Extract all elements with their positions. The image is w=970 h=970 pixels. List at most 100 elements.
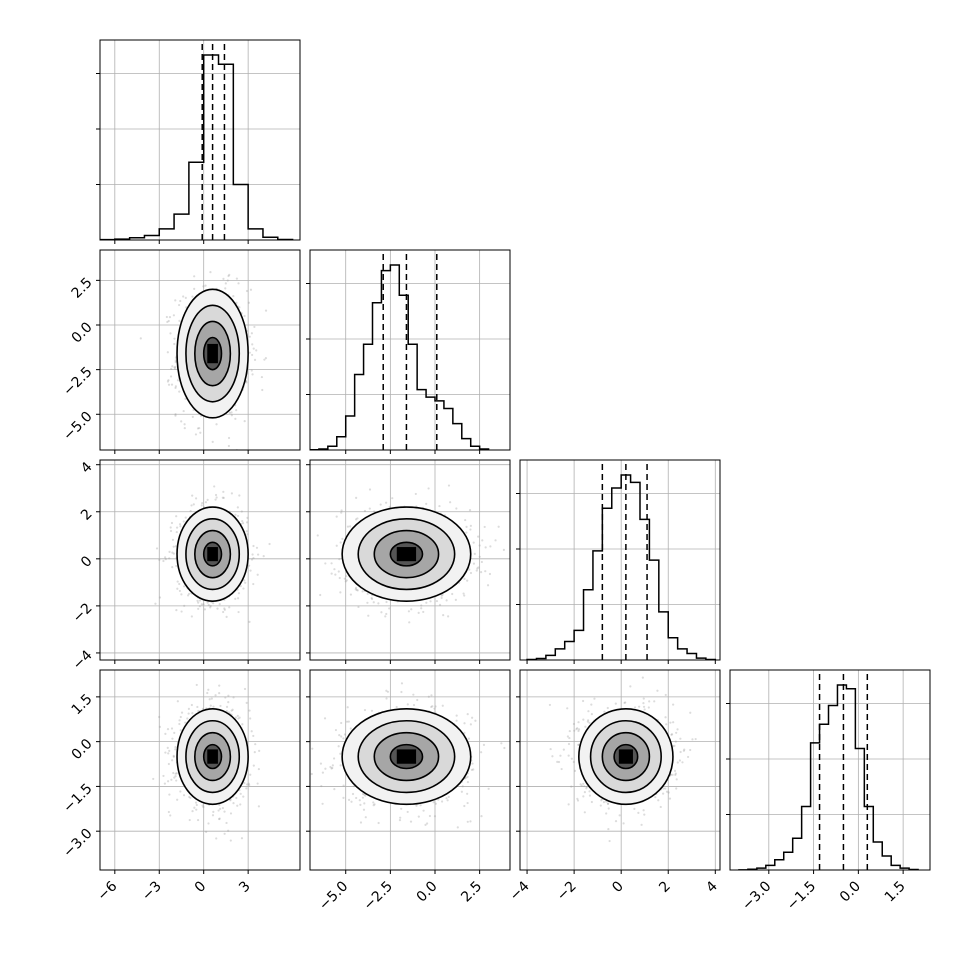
scatter-point <box>346 706 349 709</box>
scatter-point <box>359 803 362 807</box>
scatter-point <box>372 601 375 604</box>
contour-0 <box>176 288 249 419</box>
scatter-point <box>350 800 353 803</box>
scatter-point <box>217 809 220 812</box>
scatter-point <box>386 690 390 693</box>
scatter-point <box>417 815 420 818</box>
scatter-point <box>469 528 472 531</box>
contour-0 <box>176 708 249 806</box>
scatter-point <box>191 810 194 813</box>
scatter-point <box>264 309 268 312</box>
scatter-point <box>245 521 249 524</box>
y-tick-label: −4 <box>70 647 96 673</box>
scatter-point <box>227 444 230 448</box>
scatter-point <box>174 365 177 368</box>
x-tick-label: 0 <box>192 878 210 896</box>
y-tick-label: −2 <box>70 600 96 626</box>
scatter-point <box>342 796 345 799</box>
scatter-point <box>167 379 170 382</box>
scatter-point <box>224 282 227 285</box>
y-tick-label: 2.5 <box>69 275 96 302</box>
scatter-point <box>240 837 244 840</box>
scatter-point <box>195 808 198 811</box>
scatter-point <box>197 607 200 610</box>
scatter-point <box>463 731 466 734</box>
scatter-point <box>200 504 203 507</box>
scatter-point <box>243 687 247 691</box>
scatter-point <box>215 496 218 499</box>
scatter-point <box>319 762 323 765</box>
scatter-point <box>668 797 672 800</box>
contour-1 <box>185 304 241 403</box>
x-tick-label: 2.5 <box>458 878 485 905</box>
scatter-point <box>372 801 375 804</box>
scatter-point <box>234 513 237 516</box>
scatter-point <box>461 785 464 788</box>
scatter-point <box>234 597 237 600</box>
scatter-point <box>212 602 215 605</box>
scatter-point <box>227 436 231 440</box>
scatter-point <box>347 720 350 723</box>
scatter-point <box>480 560 483 564</box>
scatter-point <box>207 822 210 825</box>
scatter-point <box>198 605 201 608</box>
scatter-point <box>178 523 182 526</box>
scatter-point <box>169 375 173 378</box>
scatter-point <box>473 552 476 555</box>
scatter-point <box>451 592 454 596</box>
scatter-point <box>182 295 185 298</box>
scatter-point <box>488 572 492 576</box>
scatter-point <box>182 585 186 588</box>
scatter-point <box>478 544 481 547</box>
contour-2 <box>194 529 232 579</box>
scatter-point <box>162 774 165 778</box>
scatter-point <box>441 800 444 803</box>
scatter-point <box>243 579 246 582</box>
scatter-point <box>605 812 608 815</box>
scatter-point <box>361 792 365 796</box>
scatter-point <box>333 788 336 791</box>
scatter-point <box>228 411 231 415</box>
scatter-point <box>244 581 247 584</box>
scatter-point <box>251 553 254 556</box>
scatter-point <box>173 366 176 369</box>
contour-0 <box>341 708 472 806</box>
scatter-point <box>477 566 480 569</box>
scatter-point <box>482 743 486 746</box>
scatter-point <box>194 801 198 804</box>
scatter-point <box>239 585 242 588</box>
scatter-point <box>183 427 186 430</box>
scatter-point <box>229 839 232 842</box>
scatter-point <box>188 818 191 822</box>
scatter-point <box>257 553 260 556</box>
scatter-point <box>174 359 177 362</box>
scatter-point <box>243 420 246 423</box>
contour-3 <box>389 541 424 567</box>
scatter-point <box>166 351 169 354</box>
scatter-point <box>346 525 350 528</box>
scatter-point <box>246 516 249 519</box>
scatter-point <box>388 505 391 508</box>
scatter-point <box>435 599 439 603</box>
scatter-point <box>209 704 212 707</box>
scatter-point <box>356 517 359 520</box>
panel-0-0 <box>96 39 301 244</box>
panel-frame <box>99 459 301 661</box>
scatter-point <box>252 556 255 560</box>
scatter-point <box>178 582 181 586</box>
scatter-point <box>428 814 432 818</box>
scatter-point <box>445 599 448 602</box>
scatter-point <box>183 423 186 426</box>
scatter-point <box>334 728 338 732</box>
scatter-point <box>355 496 358 499</box>
y-tick-label: −1.5 <box>60 781 95 816</box>
scatter-point <box>468 568 471 571</box>
scatter-point <box>332 757 336 760</box>
contour-1 <box>185 719 241 794</box>
y-tick-label: 2 <box>78 506 96 524</box>
scatter-point <box>180 711 184 714</box>
scatter-point <box>249 717 252 720</box>
scatter-point <box>228 606 231 609</box>
scatter-point <box>367 614 370 617</box>
scatter-point <box>231 708 234 711</box>
